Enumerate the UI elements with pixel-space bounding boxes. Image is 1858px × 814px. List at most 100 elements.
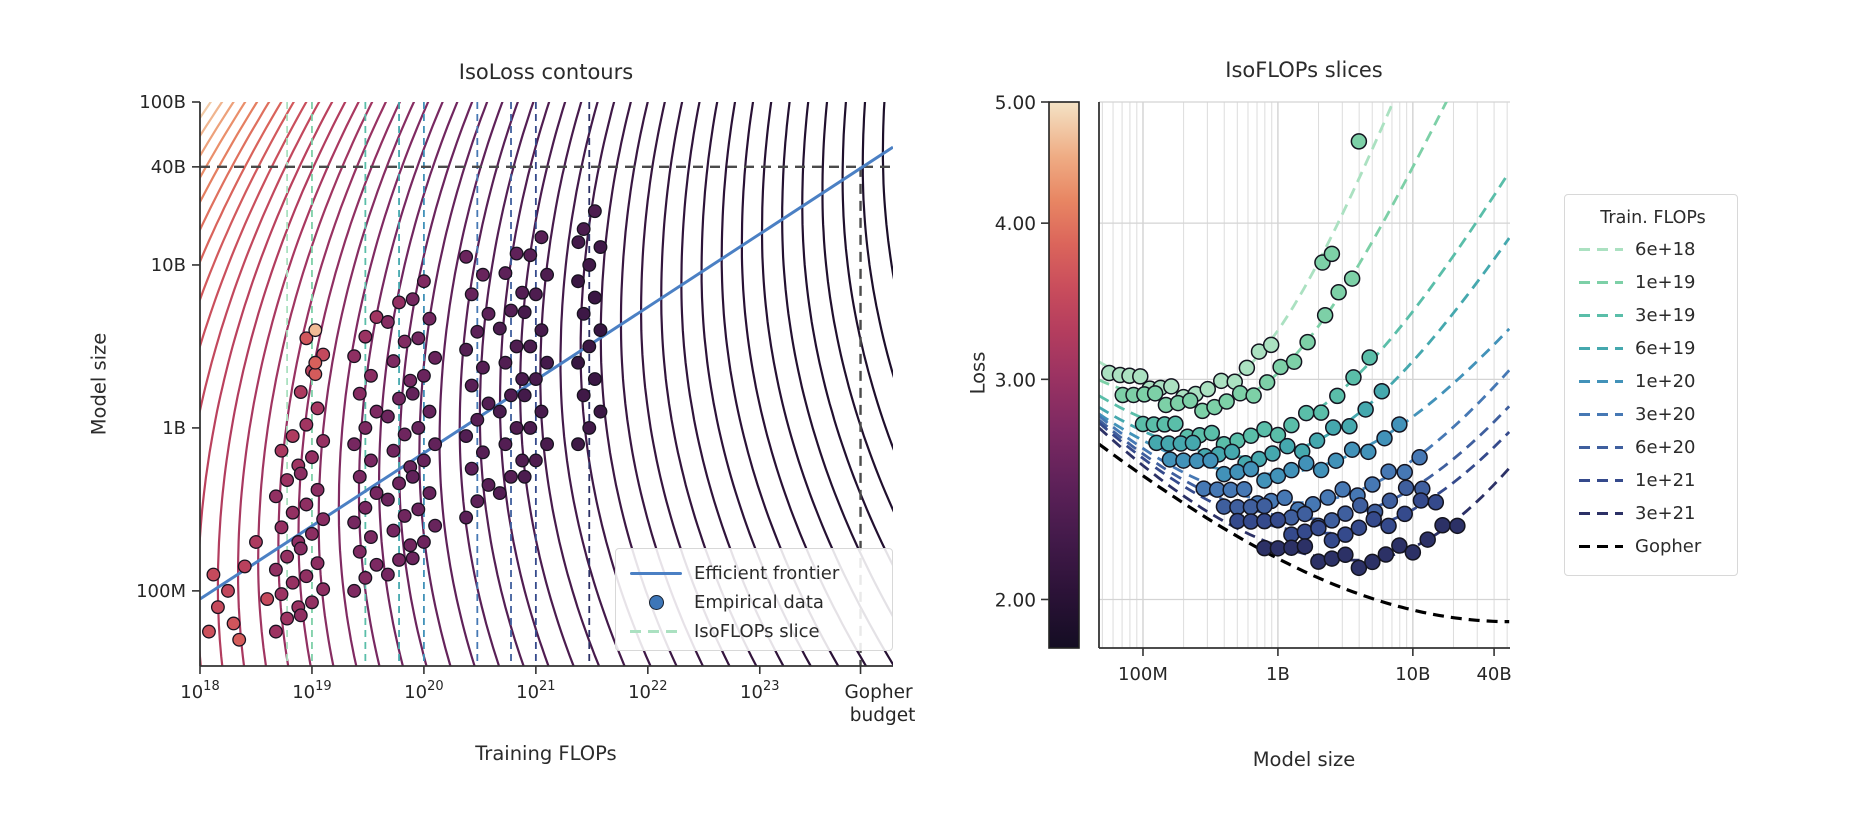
empirical-point [528,287,543,302]
empirical-point [226,616,241,631]
y-tick-label: 10B [151,255,186,276]
right-legend-item: 3e+20 [1579,398,1727,431]
isoflop-point [1242,513,1260,530]
isoflop-point [1229,512,1246,530]
empirical-point [576,388,591,403]
empirical-point [470,494,485,509]
empirical-point [364,368,378,383]
empirical-point [347,583,362,598]
empirical-point [475,267,490,282]
empirical-point [515,372,530,386]
empirical-point [571,355,586,370]
isoflop-point [1397,479,1415,497]
isoflop-point [1269,511,1287,529]
isoflop-point [1391,537,1408,554]
isoflop-point [1357,401,1374,418]
isoflop-point [1279,437,1296,455]
empirical-point [464,461,479,476]
isoloss-contour-line [841,102,893,451]
empirical-point [517,469,532,484]
empirical-point [582,258,597,272]
empirical-point [571,274,586,289]
empirical-point [392,476,407,491]
isoloss-contour-line [418,102,489,666]
isoloss-contour-line [821,102,893,513]
empirical-point [293,608,308,623]
empirical-point [528,372,543,386]
empirical-point [237,559,252,574]
right-legend-item: Gopher [1579,530,1727,563]
isoflop-point [1175,452,1192,469]
empirical-point [308,367,323,382]
isoloss-contour-line [200,102,271,233]
isoflop-point [1269,426,1287,444]
empirical-point [492,486,507,501]
empirical-point [459,429,474,444]
empirical-point [347,515,362,530]
isoflop-point [1449,517,1466,535]
isoflop-point [1299,333,1316,351]
isoloss-contour-line [200,102,308,350]
empirical-point [305,526,319,541]
empirical-point [517,388,532,403]
left-plot-title: IsoLoss contours [458,60,634,84]
isoflop-point [1218,393,1235,410]
isoflop-point [1283,461,1300,479]
isoflop-point [1308,432,1326,449]
isoloss-contour-line [881,102,893,280]
isoloss-contour-line [200,102,283,265]
y-tick-label: 40B [151,157,186,178]
legend-item-label: IsoFLOPs slice [694,621,820,642]
isoflop-point [1324,419,1342,436]
isoloss-contour-line [200,102,224,138]
empirical-point [411,502,426,517]
empirical-point [380,492,395,507]
empirical-point [316,582,331,597]
empirical-point [470,324,485,339]
empirical-point [210,600,225,615]
isoloss-contour-line [317,102,416,666]
empirical-point [498,355,513,370]
empirical-point [310,482,325,497]
y-tick-label: 100M [136,581,186,602]
empirical-point [481,478,496,492]
empirical-point [299,417,314,432]
empirical-point [268,489,283,504]
empirical-point [397,508,412,523]
flops-budget-label: 6e+18 [1635,239,1696,260]
empirical-point [470,412,485,427]
isoflop-point [1364,476,1381,493]
isoloss-contour-line [378,102,459,666]
isoflop-point [1269,540,1287,557]
empirical-point [232,632,247,647]
empirical-dot-sample [630,595,682,610]
empirical-point [481,306,496,321]
empirical-point [305,595,319,610]
empirical-point [403,373,418,388]
empirical-point [523,339,538,354]
empirical-point [416,535,431,549]
isoflop-point [1269,467,1287,485]
empirical-point [540,437,555,452]
gopher-tick-label-line2: budget [850,705,916,726]
isoflop-point [1245,387,1262,404]
empirical-point [504,469,518,484]
empirical-point [260,592,275,606]
flops-dash-sample [1579,313,1623,318]
isoflop-point [1319,489,1337,506]
flops-budget-label: 3e+21 [1635,503,1696,524]
empirical-point [347,437,362,452]
empirical-point [308,323,323,338]
isoflop-point [1411,449,1428,466]
left-yaxis-label: Model size [87,332,111,436]
empirical-point [249,535,263,549]
right-legend-title: Train. FLOPs [1600,208,1706,228]
empirical-point [274,520,289,535]
empirical-point [352,469,367,484]
isoflop-point [1376,429,1393,447]
empirical-point [405,292,420,307]
empirical-point [358,570,373,585]
isoloss-contour-line [200,102,334,666]
right-legend-item: 3e+19 [1579,299,1727,332]
